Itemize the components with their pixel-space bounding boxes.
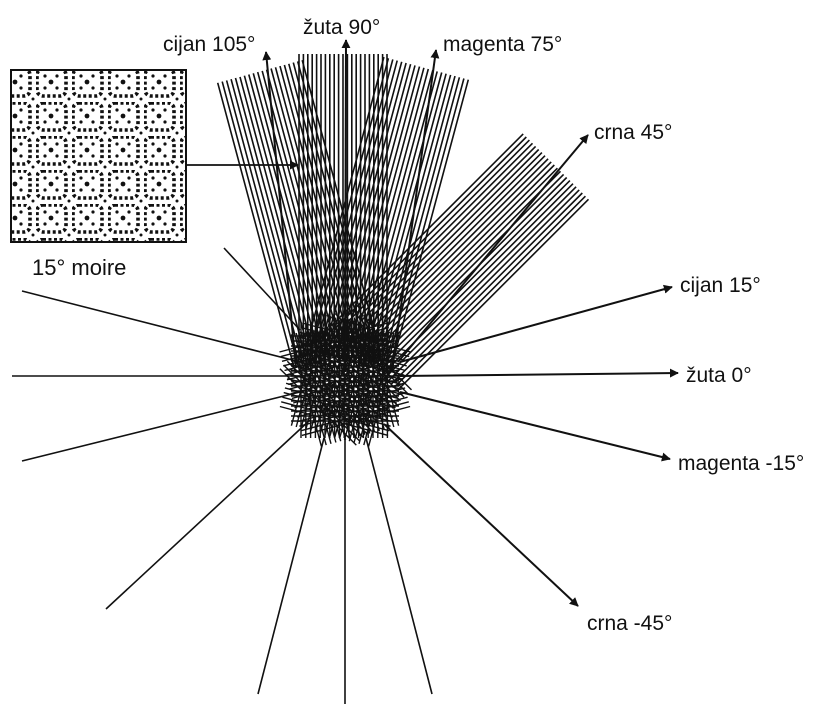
- cluster-line-105: [343, 319, 376, 433]
- screen-line-magenta-75: [371, 74, 452, 367]
- screen-line-magenta-75: [358, 71, 438, 364]
- cluster-line-105: [348, 318, 380, 431]
- screen-line-magenta-75: [318, 60, 398, 353]
- cluster-line-105: [300, 331, 332, 444]
- arrow-magenta-m15: [399, 391, 671, 462]
- radial-guide-lines: [12, 247, 433, 704]
- screen-line-magenta-75: [362, 72, 443, 365]
- screen-line-black-45: [356, 158, 549, 351]
- screen-line-black-45: [344, 145, 537, 338]
- cluster-line-75: [300, 316, 332, 429]
- screen-line-cyan-105: [248, 74, 328, 365]
- moire-caption: 15° moire: [32, 255, 126, 280]
- label-black-m45: crna -45°: [587, 612, 672, 635]
- arrow-yellow-0: [399, 368, 679, 378]
- cluster-line-105: [314, 327, 347, 441]
- screen-line-cyan-105: [221, 81, 301, 372]
- cluster-line-75: [334, 325, 366, 438]
- screen-line-cyan-105: [261, 70, 341, 361]
- cluster-line-75: [348, 329, 380, 442]
- screen-line-black-45: [341, 142, 534, 335]
- screen-line-cyan-105: [230, 78, 310, 370]
- screen-line-magenta-75: [327, 62, 407, 355]
- screen-line-black-45: [353, 155, 546, 348]
- angle-arrows: [262, 39, 679, 607]
- screen-line-magenta-75: [376, 75, 456, 369]
- label-black-45: crna 45°: [594, 121, 672, 144]
- screen-line-black-45: [369, 170, 562, 363]
- screen-line-black-45: [387, 189, 580, 382]
- moire-swatch: [10, 69, 187, 243]
- screen-line-black-45: [334, 136, 527, 329]
- cluster-line-75: [310, 318, 342, 431]
- cluster-line-75: [343, 327, 376, 441]
- screen-line-black-45: [397, 198, 590, 391]
- screen-line-magenta-75: [336, 65, 416, 358]
- screen-line-cyan-105: [234, 77, 314, 369]
- cluster-line-75: [363, 332, 395, 446]
- cluster-line-105: [310, 329, 342, 442]
- screen-line-black-45: [347, 148, 540, 341]
- label-magenta-m15: magenta -15°: [678, 452, 804, 475]
- label-cyan-15: cijan 15°: [680, 274, 761, 297]
- arrow-yellow-90: [341, 39, 351, 373]
- arrow-cyan-15: [399, 284, 673, 363]
- screen-line-magenta-75: [353, 69, 434, 363]
- cluster-line-105: [353, 317, 385, 430]
- screen-line-magenta-75: [313, 59, 394, 352]
- cluster-line-75: [353, 330, 385, 443]
- cluster-line-75: [358, 331, 390, 444]
- cluster-line-75: [329, 323, 361, 437]
- cluster-line-105: [358, 316, 390, 429]
- cluster-line-75: [314, 319, 347, 433]
- screen-line-magenta-75: [322, 61, 403, 354]
- arrow-black-m45: [383, 423, 579, 607]
- screen-line-black-45: [359, 161, 552, 354]
- screen-line-black-45: [372, 173, 565, 366]
- label-yellow-0: žuta 0°: [686, 364, 752, 387]
- screen-line-black-45: [337, 139, 530, 332]
- angle-labels: cijan 105° žuta 90° magenta 75° crna 45°…: [163, 16, 804, 635]
- label-magenta-75: magenta 75°: [443, 33, 562, 56]
- screen-line-black-45: [378, 180, 571, 373]
- screen-line-cyan-105: [283, 64, 363, 355]
- screen-line-cyan-105: [252, 73, 332, 364]
- arrow-cyan-105: [262, 51, 297, 369]
- screen-line-black-45: [362, 164, 555, 357]
- label-yellow-90: žuta 90°: [303, 16, 380, 39]
- screen-line-magenta-75: [309, 58, 390, 351]
- screen-line-cyan-105: [243, 75, 323, 366]
- screen-line-black-45: [350, 152, 543, 345]
- cluster-line-105: [319, 326, 352, 439]
- screen-line-black-45: [393, 195, 586, 388]
- cluster-line-75: [305, 317, 337, 430]
- screen-line-cyan-105: [296, 61, 377, 352]
- cluster-line-75: [290, 313, 323, 426]
- screen-line-cyan-105: [216, 82, 297, 373]
- screen-line-black-45: [384, 186, 577, 379]
- center-overlap-cluster: [279, 313, 412, 447]
- screen-line-fields: [216, 54, 590, 391]
- screen-line-cyan-105: [239, 76, 319, 367]
- moire-inset: 15° moire: [10, 69, 299, 280]
- screen-line-cyan-105: [256, 71, 337, 363]
- cluster-line-75: [295, 314, 327, 428]
- screen-line-black-45: [390, 192, 583, 385]
- cluster-line-75: [324, 322, 356, 435]
- screen-line-magenta-75: [380, 77, 461, 370]
- screen-line-black-45: [331, 133, 524, 326]
- screen-line-cyan-105: [288, 63, 368, 354]
- cluster-line-75: [338, 326, 371, 439]
- screen-line-cyan-105: [292, 62, 372, 353]
- arrow-black-45: [397, 134, 589, 363]
- screen-line-cyan-105: [265, 69, 346, 360]
- arrow-magenta-75: [391, 49, 440, 373]
- screen-line-magenta-75: [367, 73, 447, 366]
- label-cyan-105: cijan 105°: [163, 33, 255, 56]
- cluster-line-105: [305, 330, 337, 443]
